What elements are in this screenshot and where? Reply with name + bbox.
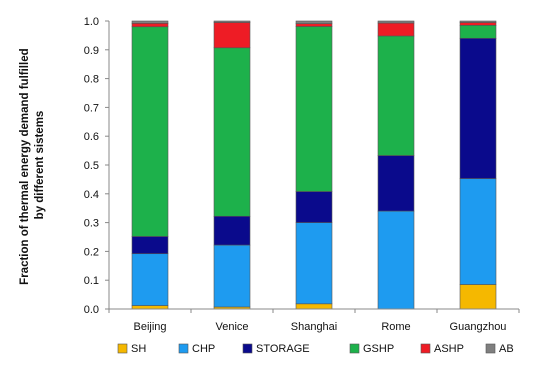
bar-segment-gshp-shanghai: [295, 26, 333, 192]
legend: SH CHP STORAGE GSHP ASHP AB: [117, 343, 514, 355]
legend-swatch-ab: [485, 343, 496, 354]
bar-segment-storage-guangzhou: [459, 37, 497, 179]
bar-segment-ashp-venice: [213, 22, 251, 49]
y-tick-label: 0.4: [84, 189, 99, 201]
x-tick-label-guangzhou: Guangzhou: [450, 321, 507, 333]
x-tick-label-rome: Rome: [381, 321, 410, 333]
bar-segment-sh-guangzhou: [459, 284, 497, 310]
bar-segment-gshp-guangzhou: [459, 25, 497, 39]
legend-label-sh: SH: [131, 343, 146, 355]
bar-segment-ab-rome: [377, 20, 415, 24]
plot-area: Beijing Venice Shanghai Rome Guangzhou 0.0 0.1…: [84, 16, 520, 333]
bar-segment-sh-beijing: [131, 305, 169, 310]
bar-segment-ab-guangzhou: [459, 20, 497, 23]
legend-swatch-gshp: [349, 343, 360, 354]
y-tick-label: 0.8: [84, 74, 99, 86]
y-axis-label-line-2: by different sistems: [34, 111, 46, 220]
y-tick-label: 0.2: [84, 246, 99, 258]
y-tick-label: 0.3: [84, 218, 99, 230]
legend-label-storage: STORAGE: [256, 343, 310, 355]
y-axis-label: Fraction of thermal energy demand fulfil…: [19, 45, 46, 285]
bar-segment-chp-beijing: [131, 253, 169, 306]
legend-label-ab: AB: [499, 343, 514, 355]
x-tick-label-shanghai: Shanghai: [291, 321, 338, 333]
legend-swatch-storage: [242, 343, 253, 354]
y-tick-label: 0.7: [84, 102, 99, 114]
bar-segment-ashp-guangzhou: [459, 22, 497, 26]
y-tick-label: 0.1: [84, 275, 99, 287]
bar-segment-ashp-rome: [377, 22, 415, 37]
y-tick-label: 0.5: [84, 160, 99, 172]
legend-swatch-chp: [178, 343, 189, 354]
bar-segment-ab-venice: [213, 20, 251, 23]
legend-label-ashp: ASHP: [434, 343, 464, 355]
y-tick-label: 1.0: [84, 16, 99, 28]
bar-segment-chp-rome: [377, 210, 415, 310]
y-tick-label: 0.0: [84, 304, 99, 316]
y-tick-label: 0.6: [84, 131, 99, 143]
bar-segment-ashp-shanghai: [295, 23, 333, 27]
y-tick-label: 0.9: [84, 45, 99, 57]
bar-segment-storage-beijing: [131, 236, 169, 255]
x-tick-label-beijing: Beijing: [133, 321, 166, 333]
legend-swatch-sh: [117, 343, 128, 354]
bar-segment-gshp-rome: [377, 35, 415, 156]
bar-segment-ab-beijing: [131, 20, 169, 24]
x-tick-label-venice: Venice: [215, 321, 248, 333]
bar-segment-ashp-beijing: [131, 23, 169, 28]
bar-segment-ab-shanghai: [295, 20, 333, 24]
legend-label-gshp: GSHP: [363, 343, 394, 355]
bar-segment-gshp-venice: [213, 47, 251, 217]
bar-segment-storage-rome: [377, 155, 415, 212]
bar-segment-storage-venice: [213, 215, 251, 246]
legend-label-chp: CHP: [192, 343, 215, 355]
bar-segment-chp-venice: [213, 244, 251, 308]
bar-segment-storage-shanghai: [295, 191, 333, 223]
y-axis-label-line-1: Fraction of thermal energy demand fulfil…: [19, 48, 31, 284]
legend-swatch-ashp: [420, 343, 431, 354]
bar-segment-chp-shanghai: [295, 222, 333, 305]
bar-segment-chp-guangzhou: [459, 178, 497, 285]
bar-segment-sh-shanghai: [295, 303, 333, 310]
bar-segment-gshp-beijing: [131, 26, 169, 237]
